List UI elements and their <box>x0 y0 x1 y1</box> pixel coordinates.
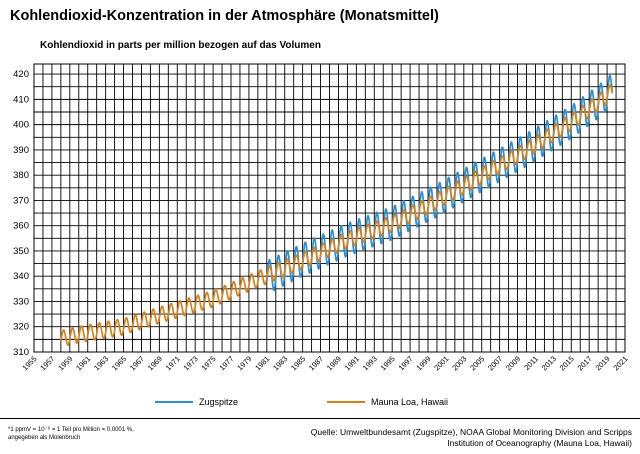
y-tick-labels: 310 320 330 340 350 360 370 380 390 400 410 420 <box>13 69 29 358</box>
x-tick-label: 1999 <box>414 354 432 372</box>
y-tick-label: 350 <box>13 246 29 257</box>
chart-title: Kohlendioxid-Konzentration in der Atmosp… <box>10 8 439 24</box>
x-tick-label: 1957 <box>38 354 56 372</box>
x-tick-label: 2021 <box>611 354 629 372</box>
x-tick-label: 2011 <box>522 354 540 372</box>
footnote-line-2: angegeben als Molenbruch <box>8 435 81 441</box>
x-tick-label: 1993 <box>361 354 379 372</box>
y-tick-label: 410 <box>13 94 29 105</box>
grid <box>33 63 626 353</box>
x-tick-label: 1971 <box>164 354 182 372</box>
source-note: Quelle: Umweltbundesamt (Zugspitze), NOA… <box>311 427 632 449</box>
x-tick-label: 2001 <box>432 354 450 372</box>
series-line-zugspitze <box>265 74 614 292</box>
x-tick-label: 1981 <box>253 354 271 372</box>
x-tick-label: 1979 <box>235 354 253 372</box>
y-tick-label: 370 <box>13 195 29 206</box>
y-tick-label: 380 <box>13 170 29 181</box>
x-tick-label: 1989 <box>325 354 343 372</box>
x-tick-label: 2009 <box>504 354 522 372</box>
x-tick-label: 1959 <box>56 354 74 372</box>
x-tick-label: 1997 <box>397 354 415 372</box>
y-tick-label: 320 <box>13 322 29 333</box>
y-tick-label: 390 <box>13 145 29 156</box>
x-tick-label: 1967 <box>128 354 146 372</box>
x-tick-label: 1985 <box>289 354 307 372</box>
x-tick-label: 1963 <box>92 354 110 372</box>
y-axis-unit-label: Kohlendioxid in parts per million bezoge… <box>40 40 321 51</box>
x-tick-label: 1987 <box>307 354 325 372</box>
legend-swatch-zugspitze <box>155 401 193 403</box>
x-tick-label: 1973 <box>182 354 200 372</box>
y-tick-label: 340 <box>13 271 29 282</box>
x-tick-label: 1991 <box>343 354 361 372</box>
x-tick-label: 2005 <box>468 354 486 372</box>
legend-label-mauna-loa: Mauna Loa, Hawaii <box>371 397 449 407</box>
y-tick-label: 310 <box>13 347 29 358</box>
data-series <box>60 74 614 346</box>
source-line-2: Institution of Oceanography (Mauna Loa, … <box>447 438 632 448</box>
x-tick-label: 2007 <box>486 354 504 372</box>
x-tick-label: 2017 <box>576 354 594 372</box>
x-tick-label: 1975 <box>200 354 218 372</box>
x-tick-label: 1977 <box>217 354 235 372</box>
y-tick-label: 400 <box>13 120 29 131</box>
y-tick-label: 330 <box>13 296 29 307</box>
x-tick-label: 1965 <box>110 354 128 372</box>
footnote: *1 ppmV = 10⁻⁶ = 1 Teil pro Million = 0,… <box>8 426 198 442</box>
x-tick-label: 2003 <box>450 354 468 372</box>
series-line-mauna-loa <box>60 84 614 346</box>
footer-divider <box>0 418 640 419</box>
x-tick-label: 1961 <box>74 354 92 372</box>
co2-line-chart: 310 320 330 340 350 360 370 380 390 400 410 420 195… <box>13 63 630 372</box>
y-tick-label: 420 <box>13 69 29 80</box>
x-tick-label: 2013 <box>540 354 558 372</box>
x-tick-label: 2015 <box>558 354 576 372</box>
x-tick-label: 2019 <box>594 354 612 372</box>
footnote-line-1: *1 ppmV = 10⁻⁶ = 1 Teil pro Million = 0,… <box>8 427 134 433</box>
y-tick-label: 360 <box>13 221 29 232</box>
x-tick-labels: 1955 1957 1959 1961 1963 1965 1967 1969 1971 1973… <box>20 354 629 372</box>
source-line-1: Quelle: Umweltbundesamt (Zugspitze), NOA… <box>310 427 632 437</box>
legend-label-zugspitze: Zugspitze <box>199 397 239 407</box>
x-tick-label: 1995 <box>379 354 397 372</box>
x-tick-label: 1969 <box>146 354 164 372</box>
legend-item-zugspitze: Zugspitze <box>155 397 238 407</box>
legend-item-mauna-loa: Mauna Loa, Hawaii <box>327 397 448 407</box>
legend-swatch-mauna-loa <box>327 401 365 403</box>
x-tick-label: 1983 <box>271 354 289 372</box>
